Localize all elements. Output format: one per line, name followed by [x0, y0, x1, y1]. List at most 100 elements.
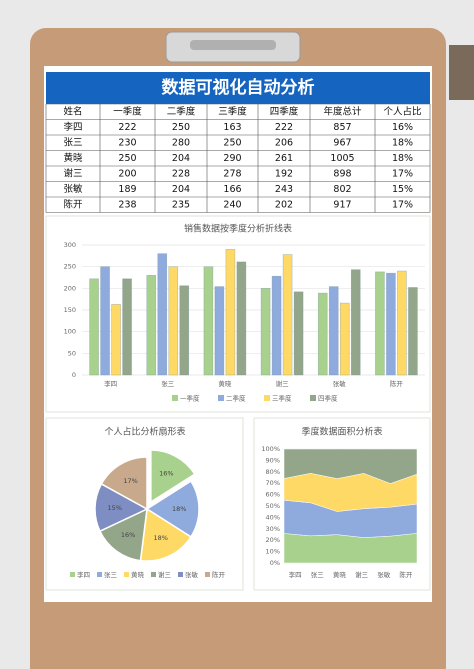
legend-swatch	[151, 572, 156, 577]
table-cell: 204	[172, 184, 190, 195]
chart-title: 季度数据面积分析表	[301, 426, 382, 438]
bar	[397, 270, 407, 376]
x-tick-label: 谢三	[355, 570, 369, 579]
legend-swatch	[70, 572, 75, 577]
bar	[89, 278, 99, 376]
table-cell: 个人占比	[383, 105, 421, 117]
table-cell: 250	[172, 122, 190, 133]
table-cell: 238	[118, 199, 136, 210]
table-cell: 陈开	[63, 198, 83, 210]
y-tick-label: 80%	[266, 468, 280, 476]
table-cell: 张三	[63, 137, 82, 148]
pie-slice	[139, 507, 192, 562]
legend-label: 黄晓	[131, 570, 145, 579]
y-tick-label: 200	[64, 284, 76, 292]
chart-title: 个人占比分析扇形表	[104, 426, 185, 438]
table-cell: 15%	[392, 184, 413, 195]
table-cell: 802	[333, 184, 351, 195]
clip-hole	[190, 40, 276, 50]
legend-label: 李四	[77, 570, 90, 579]
legend-label: 二季度	[226, 394, 246, 403]
y-tick-label: 50	[68, 349, 76, 357]
x-tick-label: 黄晓	[333, 570, 347, 579]
slice-label: 15%	[108, 504, 122, 512]
table-cell: 235	[172, 199, 190, 210]
table-cell: 黄晓	[63, 152, 83, 164]
legend-label: 四季度	[318, 394, 338, 403]
legend-swatch	[178, 572, 183, 577]
bar	[375, 271, 385, 376]
pie-slice	[100, 456, 148, 511]
table-cell: 200	[118, 168, 136, 179]
table-cell: 917	[333, 199, 351, 210]
bar	[111, 304, 121, 376]
y-tick-label: 0%	[270, 559, 280, 567]
pie-slice	[98, 507, 148, 562]
pie-slice	[94, 482, 149, 533]
chart-title: 销售数据按季度分析折线表	[184, 223, 292, 235]
y-tick-label: 10%	[266, 548, 280, 556]
table-cell: 李四	[63, 121, 82, 133]
x-tick-label: 黄晓	[218, 379, 232, 388]
legend-label: 一季度	[180, 394, 200, 403]
bar	[236, 261, 247, 376]
bar	[100, 266, 110, 376]
table-cell: 189	[118, 184, 136, 195]
x-tick-label: 李四	[289, 570, 302, 579]
bar	[317, 292, 328, 376]
table-cell: 姓名	[63, 105, 82, 117]
table-cell: 17%	[392, 199, 413, 210]
table-cell: 857	[333, 122, 351, 133]
tag	[449, 45, 474, 100]
legend-label: 谢三	[158, 570, 172, 579]
slice-label: 18%	[172, 505, 186, 513]
y-tick-label: 50%	[266, 502, 280, 510]
y-tick-label: 20%	[266, 536, 280, 544]
bar	[122, 278, 132, 376]
bar	[282, 254, 293, 376]
table-cell: 250	[223, 137, 241, 148]
legend-swatch	[264, 395, 270, 401]
table-cell: 18%	[392, 137, 413, 148]
y-tick-label: 150	[64, 306, 76, 314]
table-cell: 张敏	[63, 183, 83, 195]
bar	[225, 249, 236, 376]
table-cell: 230	[118, 137, 136, 148]
bar	[157, 253, 168, 376]
legend-label: 三季度	[272, 394, 292, 403]
table-cell: 年度总计	[323, 105, 362, 117]
table-cell: 243	[275, 184, 293, 195]
table-cell: 17%	[392, 168, 413, 179]
y-tick-label: 90%	[266, 456, 280, 464]
table-cell: 967	[333, 137, 351, 148]
table-cell: 280	[172, 137, 190, 148]
y-tick-label: 100	[64, 328, 76, 336]
legend-label: 张敏	[185, 570, 199, 579]
bar	[350, 269, 361, 376]
legend-swatch	[218, 395, 224, 401]
pie-slice	[150, 449, 196, 504]
x-tick-label: 李四	[104, 379, 117, 388]
table-cell: 202	[275, 199, 293, 210]
legend-swatch	[310, 395, 316, 401]
table-cell: 898	[333, 168, 351, 179]
y-tick-label: 30%	[266, 525, 280, 533]
table-cell: 一季度	[113, 105, 142, 117]
table-cell: 三季度	[218, 105, 247, 117]
y-tick-label: 70%	[266, 479, 280, 487]
table-cell: 278	[223, 168, 241, 179]
bar	[271, 275, 282, 376]
table-cell: 二季度	[167, 105, 196, 117]
table-cell: 228	[172, 168, 190, 179]
bar	[146, 275, 157, 376]
legend-label: 陈开	[212, 570, 226, 579]
y-tick-label: 60%	[266, 491, 280, 499]
bar	[339, 302, 350, 376]
bar	[168, 266, 179, 376]
legend-swatch	[97, 572, 102, 577]
legend-swatch	[205, 572, 210, 577]
page-title: 数据可视化自动分析	[162, 77, 315, 98]
slice-label: 17%	[123, 477, 137, 485]
pie-slice	[145, 480, 200, 538]
